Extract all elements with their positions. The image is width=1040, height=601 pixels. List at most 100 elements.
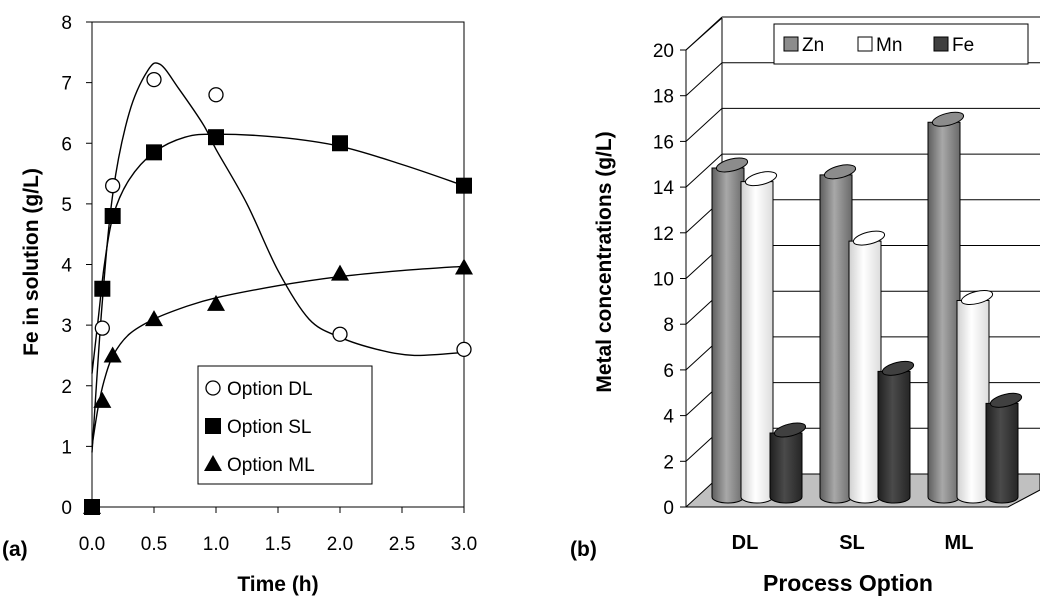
chart-a-x-tick-label: 0.0 (79, 534, 105, 555)
bar-top (881, 360, 915, 376)
chart-a-y-tick-label: 8 (61, 13, 72, 34)
option-dl-fit-curve (91, 62, 465, 453)
chart-b-y-tick-label: 12 (653, 224, 674, 245)
chart-b-y-axis: 0 2 4 6 8 10 12 14 16 18 20 (653, 41, 686, 519)
option-sl-point (146, 144, 162, 161)
option-sl-point (456, 177, 472, 194)
bar-fe-dl (769, 422, 807, 504)
chart-a-panel-label: (a) (2, 538, 28, 561)
bar-body (769, 432, 803, 504)
chart-a-y-tick-label: 7 (61, 74, 72, 95)
zn-legend-swatch (783, 36, 799, 52)
chart-a-x-tick-label: 2.5 (389, 534, 415, 555)
chart-a-x-tick-label: 1.5 (265, 534, 291, 555)
chart-b-panel-label: (b) (570, 538, 597, 561)
chart-a-x-tick-label: 0.5 (141, 534, 167, 555)
chart-a-x-tick-label: 3.0 (451, 534, 477, 555)
mn-legend-label: Mn (876, 35, 902, 56)
chart-a-y-tick-label: 3 (61, 316, 72, 337)
chart-a-x-axis: 0.0 0.5 1.0 1.5 2.0 2.5 3.0 (79, 507, 477, 555)
bar-top (931, 111, 965, 127)
option-ml-legend-label: Option ML (227, 455, 315, 476)
bar-top (989, 392, 1023, 408)
chart-b-legend-box (773, 23, 1029, 65)
option-ml-legend-marker (204, 455, 222, 471)
bar-body (985, 402, 1019, 504)
chart-b-y-axis-title: Metal concentrations (g/L) (593, 131, 616, 392)
bar-top (744, 171, 778, 187)
chart-b-y-tick-label: 6 (663, 361, 674, 382)
option-dl-point (146, 71, 162, 88)
chart-b-y-tick-label: 16 (653, 132, 674, 153)
chart-b-gridline-side (685, 108, 723, 142)
chart-a-x-tick-label: 2.0 (327, 534, 353, 555)
chart-b-depth-edge (685, 17, 723, 51)
option-sl-fit-curve (91, 133, 465, 374)
option-ml-point (207, 294, 225, 311)
option-dl-point (94, 320, 110, 336)
chart-a-y-axis: 0 1 2 3 4 5 6 7 8 (61, 13, 92, 519)
bar-zn-sl (819, 164, 857, 504)
option-ml-point (331, 264, 349, 281)
option-sl-point (208, 129, 224, 146)
chart-b-category-label: DL (732, 532, 759, 554)
chart-a-y-tick-label: 6 (61, 134, 72, 155)
chart-b-x-axis: DL SL ML (732, 532, 974, 554)
bar-top (715, 157, 749, 173)
chart-a-legend-box (197, 365, 373, 485)
bar-body (956, 299, 990, 504)
chart-a: 0 1 2 3 4 5 6 7 8 0.0 0.5 1.0 1.5 2.0 2.5 3.0 Fe in so… (2, 13, 477, 596)
chart-b-y-tick-label: 18 (653, 87, 674, 108)
bar-top (852, 230, 886, 246)
chart-a-x-axis-title: Time (h) (237, 573, 318, 596)
option-ml-point (145, 310, 163, 327)
option-dl-legend-label: Option DL (227, 379, 313, 400)
option-sl-legend-marker (205, 418, 221, 434)
chart-b-gridline-side (685, 62, 723, 97)
option-ml-point (93, 391, 112, 408)
chart-b-x-axis-title: Process Option (763, 570, 933, 596)
zn-legend-label: Zn (802, 35, 824, 56)
bar-fe-sl (877, 360, 915, 504)
chart-b-y-tick-label: 14 (653, 178, 675, 199)
option-sl-legend-label: Option SL (227, 417, 312, 438)
chart-b-bars (711, 111, 1023, 504)
chart-a-y-tick-label: 4 (61, 256, 72, 277)
mn-legend-swatch (857, 36, 873, 52)
option-sl-point (332, 135, 348, 152)
chart-b-category-label: ML (945, 532, 974, 554)
bar-top (773, 422, 807, 438)
option-ml-point (455, 258, 473, 275)
bar-fe-ml (985, 392, 1023, 504)
option-dl-point (456, 341, 472, 358)
bar-body (740, 181, 774, 504)
chart-a-y-tick-label: 5 (61, 195, 72, 216)
bar-top (960, 289, 994, 305)
chart-a-y-tick-label: 0 (61, 498, 72, 519)
chart-a-legend: Option DL Option SL Option ML (197, 365, 373, 485)
option-sl-point (104, 208, 121, 224)
chart-b: 0 2 4 6 8 10 12 14 16 18 20 DL SL ML Metal concentra… (570, 16, 1040, 596)
fe-legend-swatch (933, 36, 949, 52)
chart-b-category-label: SL (839, 532, 865, 554)
option-dl-point (332, 326, 348, 342)
bar-body (848, 240, 882, 504)
chart-b-y-tick-label: 10 (653, 270, 674, 291)
option-ml-point (103, 346, 122, 363)
bar-body (711, 167, 745, 504)
option-ml-point (83, 498, 101, 514)
bar-body (819, 174, 853, 504)
bar-body (927, 121, 961, 504)
option-sl-point (94, 280, 111, 297)
option-dl-point (208, 87, 224, 103)
chart-a-y-tick-label: 2 (61, 377, 72, 398)
chart-b-legend: Zn Mn Fe (773, 23, 1029, 65)
chart-b-y-tick-label: 2 (663, 452, 674, 473)
chart-b-y-tick-label: 4 (663, 407, 674, 428)
chart-b-y-tick-label: 0 (663, 498, 674, 519)
chart-b-y-tick-label: 20 (653, 41, 674, 62)
chart-b-y-tick-label: 8 (663, 315, 674, 336)
chart-b-gridline-side (685, 153, 723, 188)
fe-legend-label: Fe (952, 35, 974, 56)
